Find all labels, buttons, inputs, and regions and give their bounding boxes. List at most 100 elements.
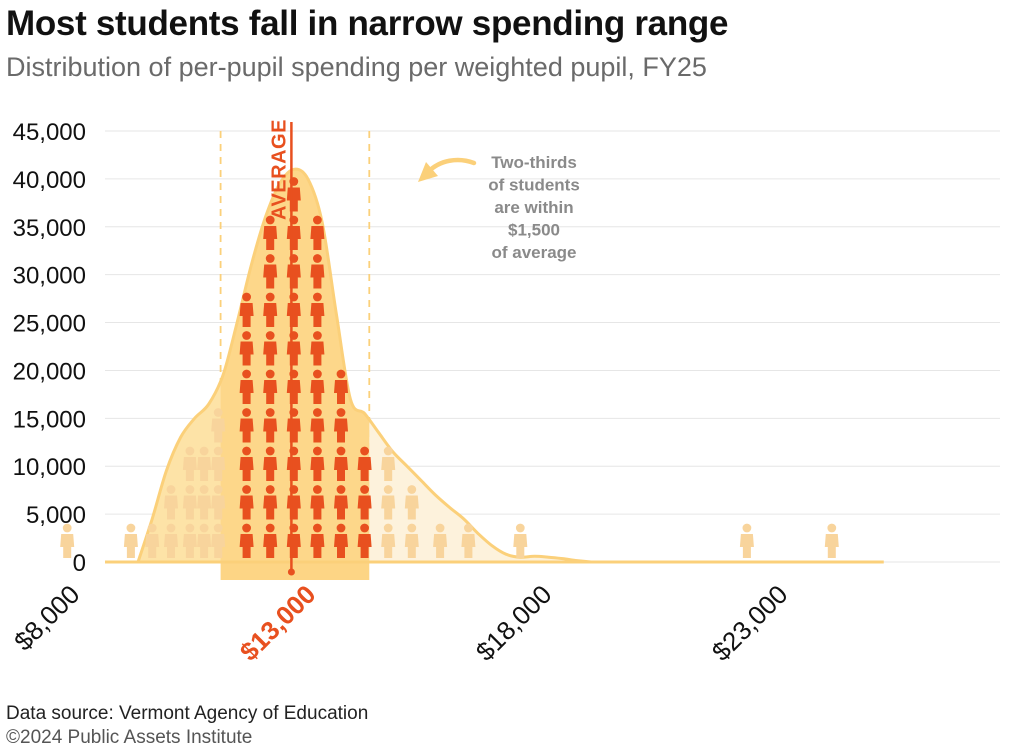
icon-body (513, 534, 528, 558)
icon-body (263, 341, 278, 366)
student-icon (263, 485, 278, 520)
student-icon (433, 523, 448, 558)
icon-head (265, 254, 275, 263)
y-tick-label: 20,000 (13, 358, 86, 385)
student-icon (263, 292, 278, 327)
student-icon-column (824, 523, 839, 558)
icon-body (197, 495, 212, 520)
icon-body (239, 495, 254, 520)
icon-body (334, 495, 348, 520)
icon-head (265, 485, 275, 494)
student-icon (197, 485, 212, 520)
student-icon-column (310, 215, 325, 558)
student-icon (239, 523, 254, 558)
student-icon (310, 485, 325, 520)
icon-head (213, 523, 223, 533)
student-icon (263, 215, 278, 250)
icon-head (313, 215, 322, 225)
icon-body (239, 418, 254, 443)
icon-head (313, 369, 322, 379)
student-icon (60, 523, 75, 558)
icon-body (404, 495, 419, 520)
student-icon (211, 446, 226, 481)
student-icon (211, 408, 226, 443)
student-icon (182, 485, 197, 520)
student-icon (263, 331, 278, 366)
student-icon-column (123, 523, 138, 558)
student-icon (263, 523, 278, 558)
icon-head (199, 446, 209, 456)
icon-body (239, 534, 254, 558)
student-icon (310, 523, 325, 558)
student-icon (513, 523, 528, 558)
distribution-curve-line (136, 167, 592, 564)
icon-head (742, 523, 752, 533)
icon-body (164, 495, 178, 520)
student-icon-column (461, 523, 476, 558)
y-tick-label: 10,000 (13, 454, 86, 481)
icon-head (166, 485, 176, 494)
student-icon-column (60, 523, 75, 558)
icon-head (242, 408, 251, 417)
icon-body (197, 457, 212, 481)
chart-title: Most students fall in narrow spending ra… (6, 4, 729, 43)
icon-head (265, 408, 275, 417)
student-icon-column (433, 523, 448, 558)
student-icon (310, 446, 325, 481)
average-dot (287, 568, 295, 576)
icon-body (334, 457, 348, 481)
icon-head (242, 523, 251, 533)
distribution-band-area (220, 169, 370, 562)
icon-body (381, 495, 396, 520)
student-icon-column (211, 408, 226, 558)
student-icon (310, 215, 325, 250)
icon-head (383, 446, 393, 456)
student-icon (310, 254, 325, 289)
icon-head (313, 408, 322, 417)
student-icon (334, 523, 348, 558)
student-icon (263, 446, 278, 481)
icon-head (360, 485, 369, 494)
icon-head (515, 523, 525, 533)
icon-head (147, 523, 157, 533)
y-tick-label: 5,000 (26, 502, 86, 529)
student-icon (461, 523, 476, 558)
x-tick-label: $13,000 (234, 579, 322, 667)
chart-canvas: AVERAGE 0 5,000 10,000 15,000 20,000 25,000 30… (8, 119, 1000, 667)
icon-body (182, 457, 197, 481)
icon-body (461, 534, 476, 558)
annotation-line: $1,500 (508, 221, 560, 240)
average-marker-group: AVERAGE (268, 119, 295, 576)
icon-head (242, 446, 251, 456)
icon-body (263, 264, 278, 289)
icon-head (407, 523, 417, 533)
student-icon (263, 408, 278, 443)
student-icon (357, 446, 372, 481)
y-tick-label: 25,000 (13, 311, 86, 338)
icon-body (310, 226, 325, 250)
icon-body (381, 534, 396, 558)
student-icon (182, 523, 197, 558)
student-icon-column (145, 523, 160, 558)
icon-head (435, 523, 445, 533)
annotation-line: of students (488, 176, 580, 195)
icon-head (360, 446, 369, 456)
student-icon (239, 408, 254, 443)
x-tick-label: $23,000 (706, 579, 794, 667)
student-icon (145, 523, 160, 558)
icon-head (166, 523, 176, 533)
annotation-group: Two-thirds of students are within $1,500 of … (418, 153, 580, 262)
student-icon-column (739, 523, 754, 558)
student-icon (123, 523, 138, 558)
icon-body (310, 303, 325, 327)
icon-head (265, 446, 275, 456)
icon-head (313, 485, 322, 494)
x-axis-ticks: $8,000 $13,000 $18,000 $23,000 (8, 579, 793, 667)
icon-head (360, 523, 369, 533)
icon-head (313, 331, 322, 340)
icon-body (239, 457, 254, 481)
icon-head (336, 446, 346, 456)
icon-head (313, 446, 322, 456)
student-icon (164, 485, 178, 520)
icon-body (381, 457, 396, 481)
